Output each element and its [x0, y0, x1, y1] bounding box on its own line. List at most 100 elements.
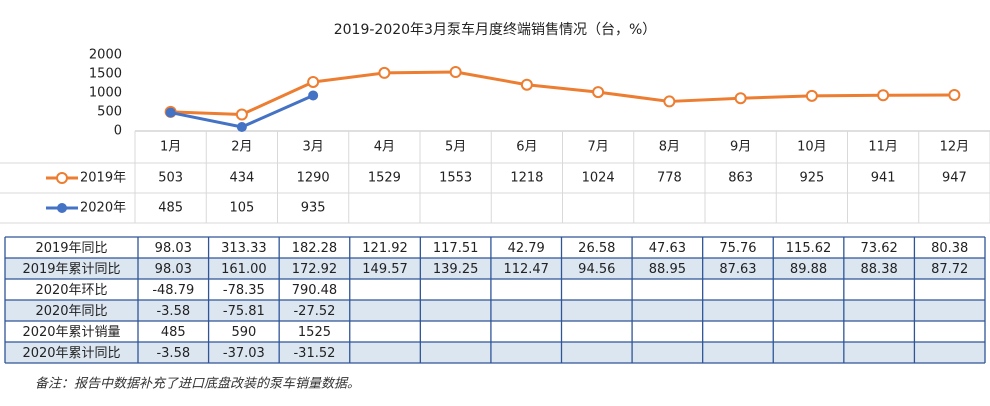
- cell: 87.63: [719, 262, 756, 277]
- cell: 98.03: [155, 262, 192, 277]
- note: 备注：报告中数据补充了进口底盘改装的泵车销量数据。: [35, 376, 360, 392]
- y-tick-label: 500: [97, 105, 122, 120]
- legend-label: 2020年: [80, 201, 126, 216]
- point: [663, 95, 676, 108]
- table-row: [5, 258, 985, 279]
- x-tick-label: 4月: [374, 140, 395, 155]
- point: [805, 89, 818, 102]
- cell: -27.52: [293, 304, 335, 319]
- table-row: [5, 321, 985, 342]
- y-tick-label: 1000: [89, 86, 122, 101]
- table-row: [5, 237, 985, 258]
- table-value: 925: [799, 171, 824, 186]
- x-tick-label: 7月: [587, 140, 608, 155]
- x-tick-label: 11月: [868, 140, 898, 155]
- x-tick-label: 9月: [730, 140, 751, 155]
- cell: -75.81: [223, 304, 265, 319]
- x-tick-label: 8月: [659, 140, 680, 155]
- row-label: 2019年累计同比: [22, 262, 120, 277]
- cell: 80.38: [931, 241, 968, 256]
- point: [449, 65, 462, 78]
- y-tick-label: 1500: [89, 67, 122, 82]
- cell: 87.72: [931, 262, 968, 277]
- cell: 98.03: [155, 241, 192, 256]
- chart-title: 2019-2020年3月泵车月度终端销售情况（台，%）: [334, 21, 657, 38]
- point: [520, 78, 533, 91]
- table-value: 863: [728, 171, 753, 186]
- series-line: [170, 70, 955, 117]
- y-tick-label: 0: [114, 124, 122, 139]
- cell: 115.62: [786, 241, 832, 256]
- cell: -3.58: [156, 304, 190, 319]
- cell: 75.76: [719, 241, 756, 256]
- cell: 313.33: [221, 241, 267, 256]
- cell: -31.52: [293, 346, 335, 361]
- point: [307, 75, 320, 88]
- cell: 139.25: [433, 262, 479, 277]
- table-value: 1553: [439, 171, 472, 186]
- legend-marker: [57, 203, 67, 213]
- table-row: [5, 342, 985, 363]
- x-tick-label: 2月: [231, 140, 252, 155]
- row-label: 2019年同比: [35, 241, 107, 256]
- cell: 88.95: [649, 262, 686, 277]
- cell: 590: [231, 325, 256, 340]
- point: [165, 107, 176, 118]
- point: [235, 108, 248, 121]
- table-value: 434: [229, 171, 254, 186]
- point: [734, 92, 747, 105]
- legend-marker: [56, 172, 68, 184]
- cell: 42.79: [508, 241, 545, 256]
- table-row: [5, 279, 985, 300]
- cell: 47.63: [649, 241, 686, 256]
- row-label: 2020年累计同比: [22, 346, 120, 361]
- table-value: 105: [229, 201, 254, 216]
- point: [308, 90, 319, 101]
- x-tick-label: 6月: [516, 140, 537, 155]
- legend-label: 2019年: [80, 171, 126, 186]
- cell: 149.57: [362, 262, 408, 277]
- cell: 89.88: [790, 262, 827, 277]
- table-value: 935: [301, 201, 326, 216]
- cell: -37.03: [223, 346, 265, 361]
- cell: 94.56: [578, 262, 615, 277]
- row-label: 2020年同比: [35, 304, 107, 319]
- cell: 182.28: [292, 241, 338, 256]
- cell: 73.62: [861, 241, 898, 256]
- table-value: 947: [942, 171, 967, 186]
- cell: 88.38: [861, 262, 898, 277]
- table-value: 778: [657, 171, 682, 186]
- table-value: 1529: [368, 171, 401, 186]
- table-value: 1290: [297, 171, 330, 186]
- table-value: 1024: [582, 171, 615, 186]
- cell: 26.58: [578, 241, 615, 256]
- table-value: 503: [158, 171, 183, 186]
- x-tick-label: 3月: [302, 140, 323, 155]
- y-tick-label: 2000: [89, 48, 122, 63]
- table-row: [5, 300, 985, 321]
- cell: 1525: [298, 325, 331, 340]
- point: [378, 66, 391, 79]
- cell: 790.48: [292, 283, 338, 298]
- cell: -3.58: [156, 346, 190, 361]
- table-value: 1218: [510, 171, 543, 186]
- cell: 112.47: [503, 262, 549, 277]
- cell: 172.92: [292, 262, 338, 277]
- cell: 485: [161, 325, 186, 340]
- x-tick-label: 10月: [797, 140, 827, 155]
- cell: 117.51: [433, 241, 479, 256]
- point: [948, 89, 961, 102]
- cell: 121.92: [362, 241, 408, 256]
- table-value: 941: [871, 171, 896, 186]
- x-tick-label: 1月: [160, 140, 181, 155]
- row-label: 2020年环比: [35, 283, 107, 298]
- table-value: 485: [158, 201, 183, 216]
- row-label: 2020年累计销量: [22, 325, 120, 340]
- x-tick-label: 12月: [940, 140, 970, 155]
- x-tick-label: 5月: [445, 140, 466, 155]
- point: [877, 89, 890, 102]
- point: [592, 86, 605, 99]
- point: [236, 122, 247, 133]
- cell: -48.79: [152, 283, 194, 298]
